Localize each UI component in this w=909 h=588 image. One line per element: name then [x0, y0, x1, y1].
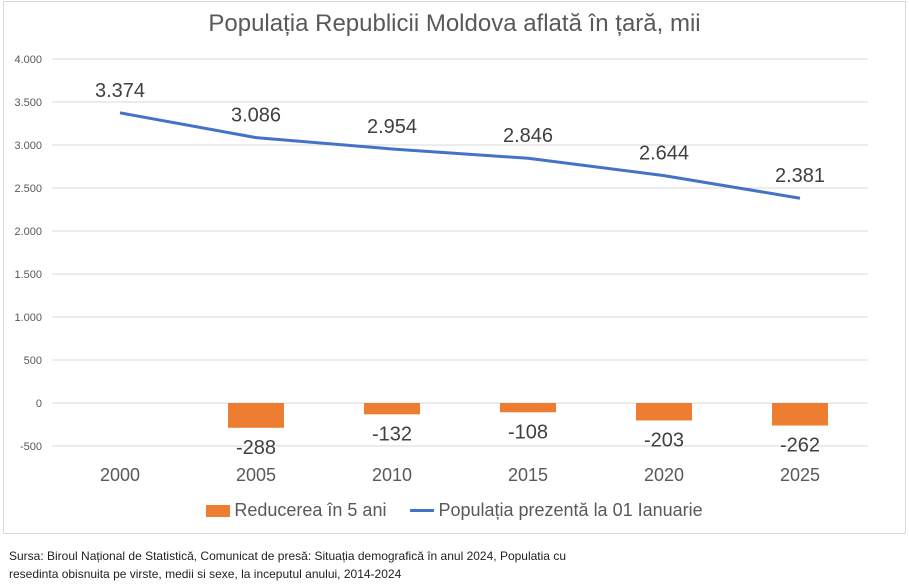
source-line-2: resedinta obisnuita pe virste, medii si …	[9, 567, 402, 581]
y-tick-label: 2.000	[14, 226, 42, 238]
x-tick-label: 2020	[644, 465, 684, 485]
x-tick-label: 2000	[100, 465, 140, 485]
x-tick-label: 2025	[780, 465, 820, 485]
source-note: Sursa: Biroul Național de Statistică, Co…	[9, 547, 709, 583]
chart-frame	[3, 1, 906, 534]
y-tick-label: 0	[36, 398, 42, 410]
y-tick-label: 500	[24, 355, 42, 367]
bar-data-label: -262	[780, 435, 820, 457]
legend-label-line: Populația prezentă la 01 Ianuarie	[438, 500, 703, 520]
legend-swatch-line	[410, 509, 435, 512]
chart-title: Populația Republicii Moldova aflată în ț…	[208, 10, 701, 37]
legend-label-bar: Reducerea în 5 ani	[234, 500, 387, 520]
bar-reducere	[364, 403, 420, 415]
bar-reducere	[228, 403, 284, 428]
bar-data-label: -108	[508, 421, 548, 443]
legend-item-bar: Reducerea în 5 ani	[206, 500, 386, 521]
y-tick-label: 4.000	[14, 54, 42, 66]
line-populatia	[119, 111, 801, 200]
line-data-label: 3.086	[231, 105, 281, 127]
legend-swatch-bar	[206, 504, 231, 517]
bar-data-label: -288	[236, 437, 276, 459]
bar-data-label: -132	[372, 423, 412, 445]
y-tick-label: 3.000	[14, 140, 42, 152]
y-tick-label: 1.000	[14, 312, 42, 324]
line-data-label: 2.644	[639, 143, 689, 165]
y-tick-label: -500	[20, 441, 42, 453]
line-data-label: 2.846	[503, 125, 553, 147]
x-tick-label: 2015	[508, 465, 548, 485]
y-tick-label: 3.500	[14, 97, 42, 109]
line-data-label: 2.954	[367, 116, 417, 138]
chart-legend: Reducerea în 5 ani Populația prezentă la…	[0, 500, 909, 521]
x-tick-label: 2010	[372, 465, 412, 485]
chart-plot-area: 4.000 3.500 3.000 2.500 2.000 1.500 1.000 500 0 -…	[14, 54, 868, 485]
line-data-label: 3.374	[95, 80, 145, 102]
y-tick-label: 1.500	[14, 269, 42, 281]
line-data-label: 2.381	[775, 165, 825, 187]
source-line-1: Sursa: Biroul Național de Statistică, Co…	[9, 549, 566, 563]
x-tick-label: 2005	[236, 465, 276, 485]
y-tick-label: 2.500	[14, 183, 42, 195]
bar-reducere	[772, 403, 828, 426]
bar-reducere	[500, 403, 556, 413]
bar-data-label: -203	[644, 429, 684, 451]
legend-item-line: Populația prezentă la 01 Ianuarie	[410, 500, 703, 521]
bar-reducere	[636, 403, 692, 421]
